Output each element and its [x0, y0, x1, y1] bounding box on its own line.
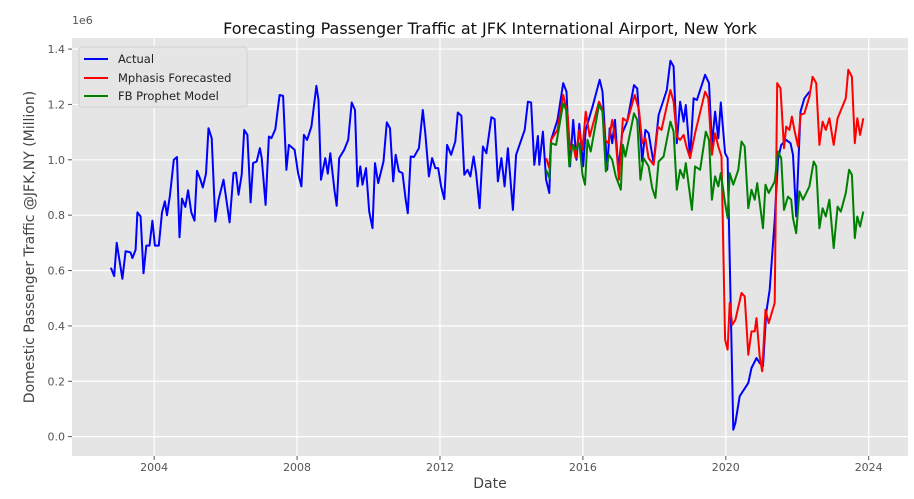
y-tick-label: 1.2: [48, 98, 66, 111]
y-tick-label: 0.4: [48, 320, 66, 333]
series-lines: [109, 59, 865, 431]
legend-box: [78, 46, 248, 108]
y-tick-label: 1.4: [48, 43, 66, 56]
y-tick-label: 0.8: [48, 209, 66, 222]
y-offset-label: 1e6: [72, 14, 93, 27]
x-tick-label: 2016: [569, 461, 597, 474]
y-tick-label: 0.6: [48, 265, 66, 278]
x-tick-label: 2008: [283, 461, 311, 474]
actual-line: [109, 59, 811, 431]
x-tick-label: 2012: [426, 461, 454, 474]
legend: Actual Mphasis Forecasted FB Prophet Mod…: [78, 46, 248, 108]
legend-label-mphasis: Mphasis Forecasted: [118, 71, 231, 85]
x-axis-label: Date: [473, 476, 506, 492]
prophet-model-line: [545, 102, 865, 250]
legend-label-prophet: FB Prophet Model: [118, 89, 219, 103]
x-tick-labels: 2004 2008 2012 2016 2020 2024: [140, 461, 883, 474]
y-tick-label: 0.0: [48, 431, 66, 444]
legend-label-actual: Actual: [118, 52, 154, 66]
x-tick-label: 2024: [855, 461, 883, 474]
y-tick-labels: 0.0 0.2 0.4 0.6 0.8 1.0 1.2 1.4: [48, 43, 66, 444]
x-tick-label: 2020: [712, 461, 740, 474]
x-tick-label: 2004: [140, 461, 168, 474]
y-tick-label: 0.2: [48, 375, 66, 388]
grid-lines: [68, 38, 908, 460]
chart-title: Forecasting Passenger Traffic at JFK Int…: [223, 19, 758, 38]
y-tick-label: 1.0: [48, 154, 66, 167]
plot-area: [72, 38, 908, 456]
y-axis-label: Domestic Passenger Traffic @JFK,NY (Mill…: [22, 91, 38, 403]
